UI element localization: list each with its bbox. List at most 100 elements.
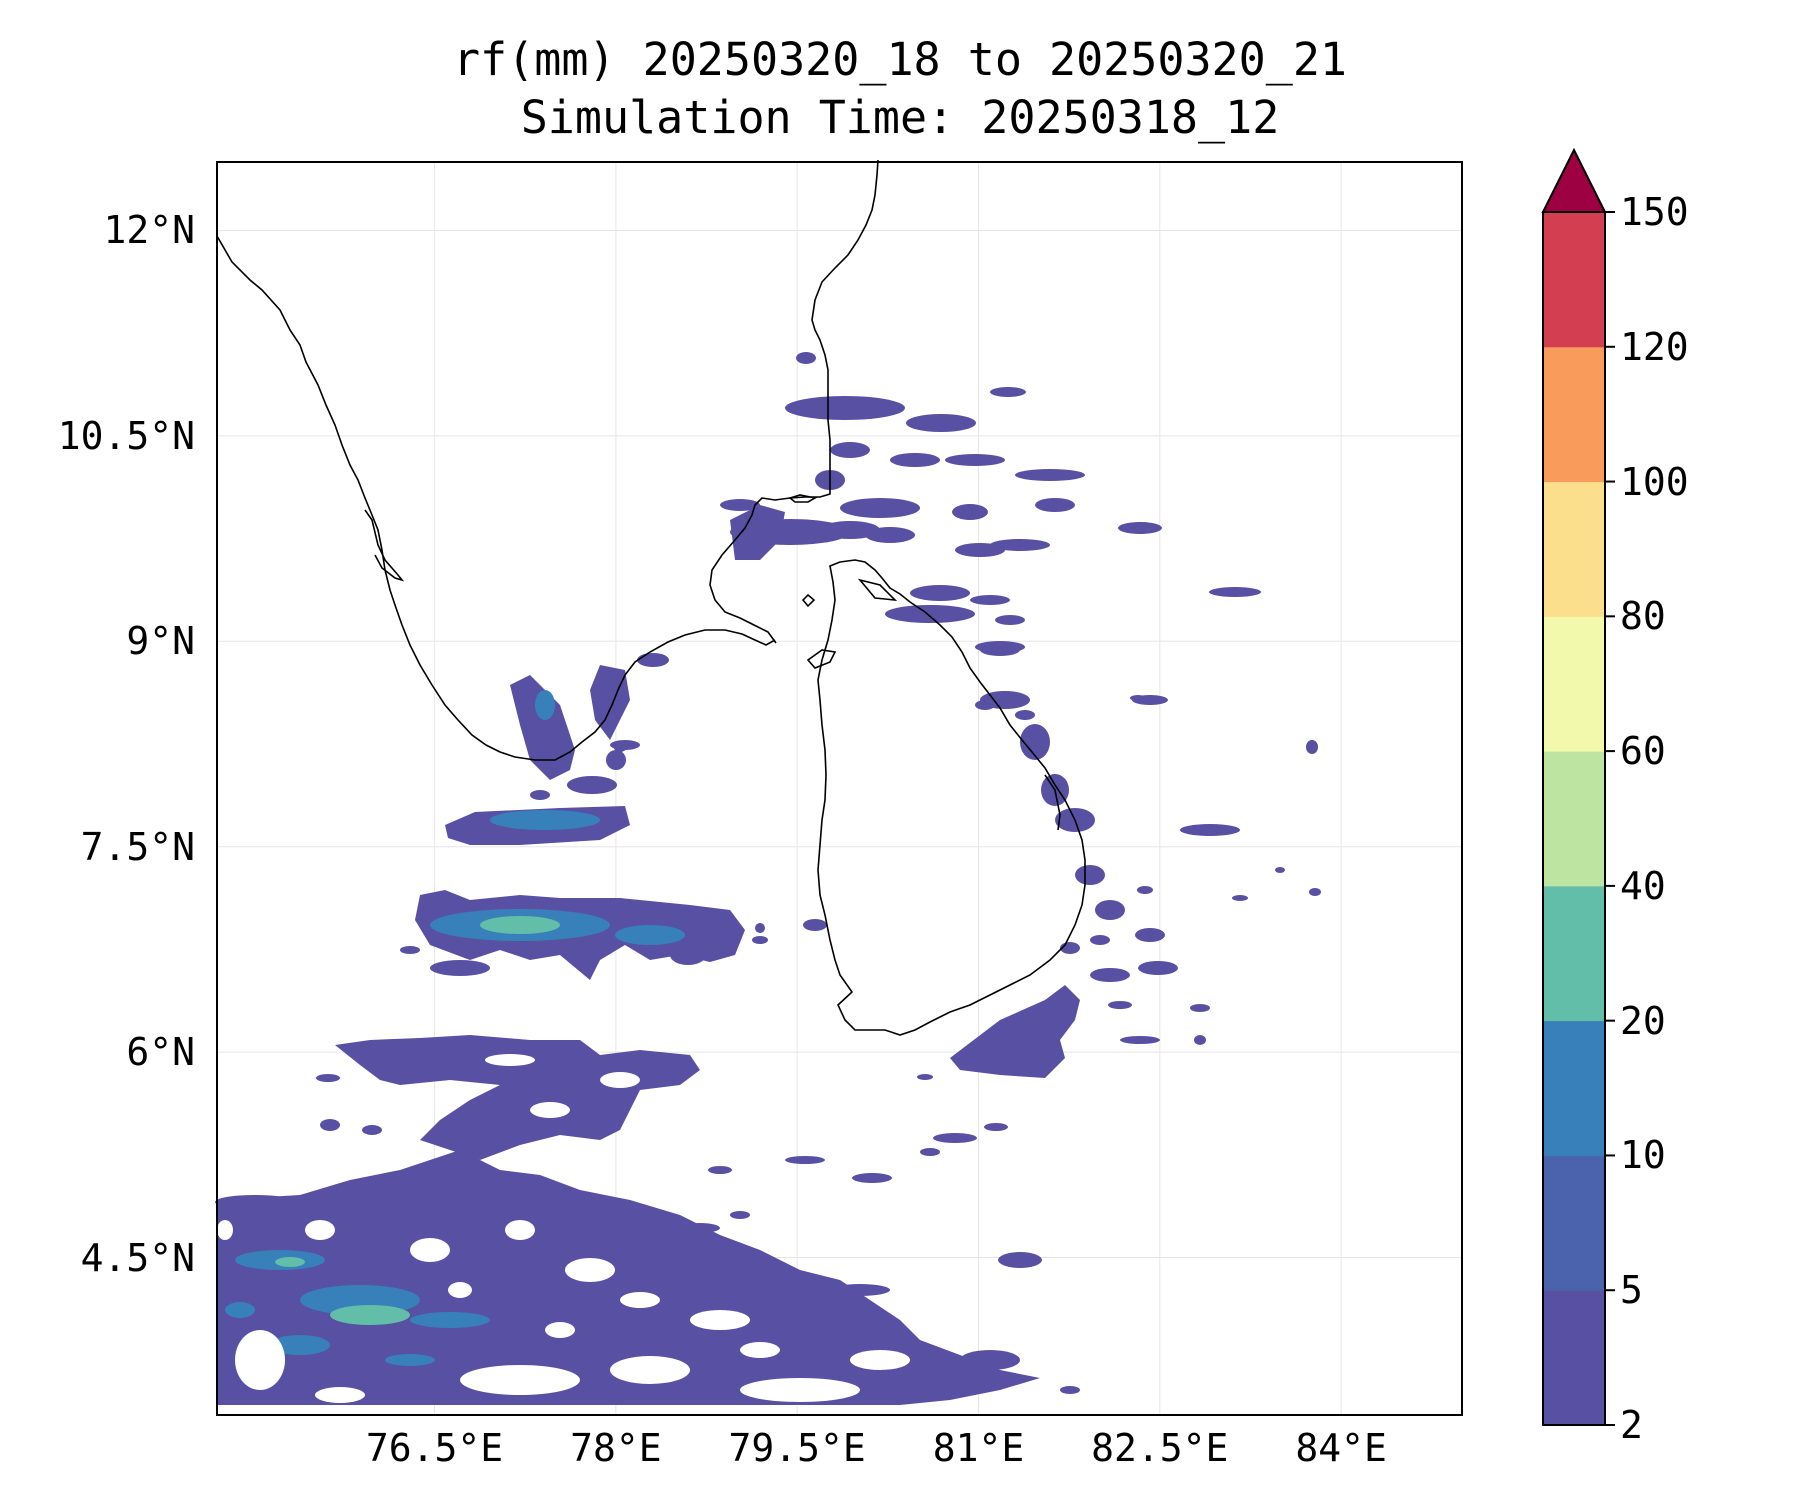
rain-cells-srilanka [708,605,1321,1183]
rain-cell [830,442,870,458]
colorbar-tick-label: 5 [1620,1268,1643,1313]
rain-cell [755,923,765,933]
rain-cell [1035,498,1075,512]
rain-cell [920,1148,940,1156]
rain-band-south [335,1035,700,1160]
rain-cell-mid [410,1312,490,1328]
rain-cell [1309,888,1321,896]
colorbar-segment [1543,1155,1605,1291]
rain-cell [984,1123,1008,1131]
rain-cell [1137,886,1153,894]
rain-cell [670,945,706,965]
colorbar-segment [1543,885,1605,1022]
rain-cell [803,919,827,931]
rain-cell [320,1119,340,1131]
rain-cell [1130,695,1146,701]
rain-cell [1015,710,1035,720]
rain-cell [820,521,880,539]
rain-cell [975,700,995,710]
lon-tick-label: 79.5°E [728,1426,866,1470]
rain-cell-high [330,1305,410,1325]
rain-cell [865,527,915,543]
rain-cell [1306,740,1318,754]
rain-cell [990,539,1050,551]
rain-cell [1095,900,1125,920]
colorbar-extend-arrow [1541,147,1607,213]
rain-cell [680,1223,720,1233]
rain-cells-north [720,352,1261,705]
lat-tick-label: 10.5°N [57,413,195,458]
rain-cell [590,665,630,740]
rain-cell [567,776,617,794]
colorbar-tick-label: 40 [1620,863,1666,908]
jaffna-lagoon [857,578,898,602]
lon-tick-label: 81°E [932,1426,1025,1470]
rain-cell [1060,1386,1080,1394]
rain-cell [970,595,1010,605]
rain-cell [362,1125,382,1135]
rain-cell [1118,522,1162,534]
colorbar-segment [1543,1020,1605,1156]
rain-cell [1209,587,1261,597]
rain-cell [998,1252,1042,1268]
rain-cell [785,1156,825,1164]
rain-cell-mid [225,1302,255,1318]
rain-cells-gulf [445,505,785,845]
colorbar-segment [1543,1290,1605,1426]
rain-cell [400,946,420,954]
lon-tick-label: 76.5°E [365,1426,504,1470]
small-island [801,593,816,608]
rain-cell [1180,824,1240,836]
colorbar-segment [1543,346,1605,483]
rain-cell [1120,1036,1160,1044]
rain-cells-high [275,916,560,1325]
rain-cell [933,1133,977,1143]
rain-cell [720,499,760,511]
lat-tick-label: 4.5°N [80,1235,195,1280]
rain-cell [606,750,626,770]
lon-tick-label: 84°E [1295,1426,1387,1470]
rain-gaps [217,1054,910,1403]
india-east-coast [709,159,879,644]
lon-tick-label: 82.5°E [1091,1426,1229,1470]
rain-cell [980,644,1020,656]
rain-cell [1090,968,1130,982]
lon-tick-label: 78°E [570,1426,662,1470]
plot-frame [216,161,1463,1416]
plot-axes [216,161,1463,1416]
india-west-coast [216,235,776,761]
rain-cell [1075,865,1105,885]
rain-cell [995,615,1025,625]
colorbar-tick-label: 20 [1620,998,1666,1043]
rain-cell-mid [385,1354,435,1366]
kerala-lagoon [364,509,405,582]
rain-cell [830,1284,890,1296]
palk-strait-island [788,494,818,503]
lat-tick-label: 9°N [126,619,195,664]
rain-cell [1135,928,1165,942]
rain-cell [796,352,816,364]
colorbar-segment [1543,616,1605,752]
rain-cell [1232,895,1248,901]
chart-title: rf(mm) 20250320_18 to 20250320_21 [452,33,1348,86]
rain-cell [1138,961,1178,975]
rain-cell [430,960,490,976]
colorbar-tick-label: 60 [1620,729,1666,774]
colorbar-tick-label: 80 [1620,594,1666,639]
lat-tick-label: 6°N [126,1030,195,1075]
rain-cell [890,453,940,467]
rain-cell [1015,469,1085,481]
rain-cell [840,498,920,518]
rain-cell-mid [615,925,685,945]
rain-cell-high [275,1257,305,1267]
rain-cell [708,1166,732,1174]
lat-tick-label: 7.5°N [80,824,195,869]
rain-cell [1090,935,1110,945]
colorbar-segment [1543,751,1605,887]
colorbar-tick-label: 150 [1620,190,1689,234]
lat-tick-label: 12°N [103,208,195,253]
rain-cell [614,744,626,752]
mannar-island [806,649,837,669]
rain-cell [917,1074,933,1080]
